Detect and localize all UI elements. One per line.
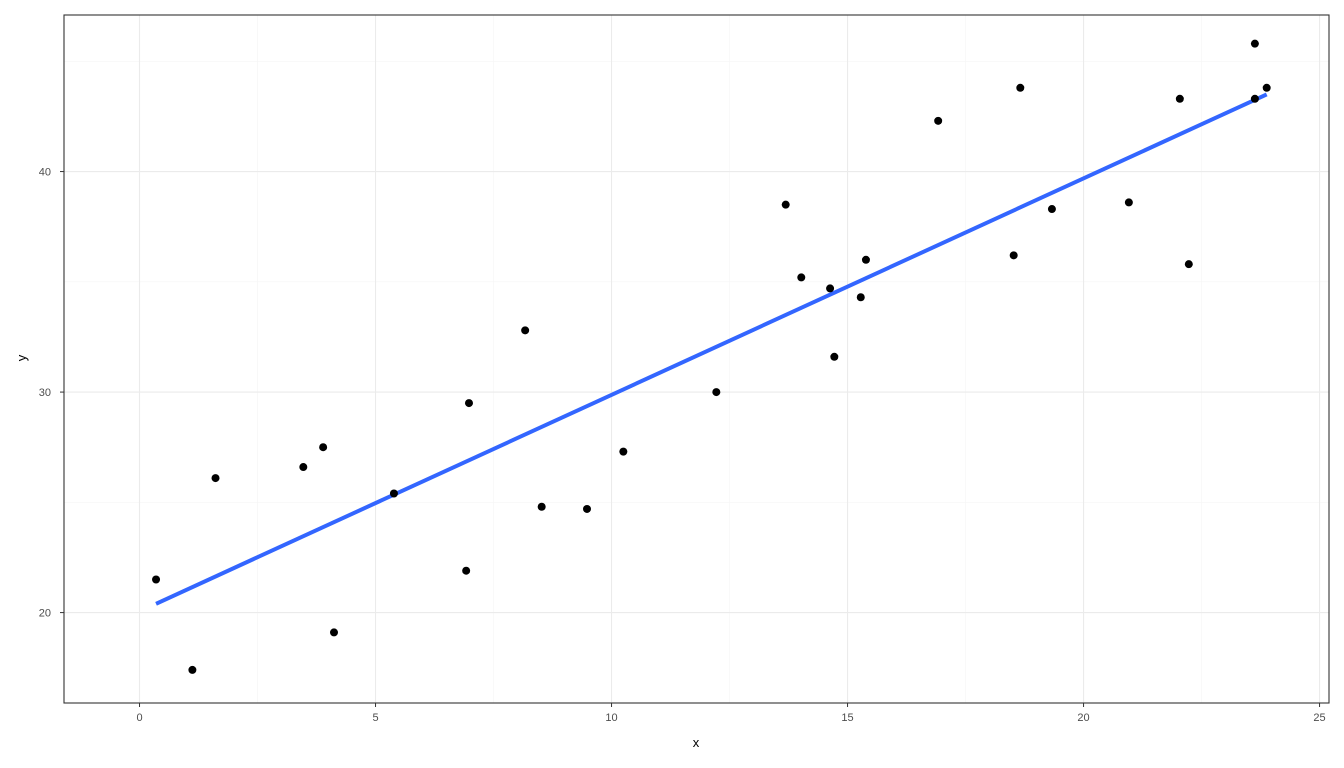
x-tick-label: 25 xyxy=(1313,712,1325,724)
data-point xyxy=(856,293,865,302)
data-point xyxy=(797,273,806,282)
y-tick-label: 40 xyxy=(39,167,51,179)
data-point xyxy=(861,255,870,264)
data-point xyxy=(1250,94,1259,103)
regression-line xyxy=(155,92,1268,606)
data-point xyxy=(1047,205,1056,214)
x-tick-label: 10 xyxy=(605,712,617,724)
data-point xyxy=(1262,83,1271,92)
data-point xyxy=(537,502,546,511)
y-axis-ticks: 20 30 40 xyxy=(39,167,64,620)
data-point xyxy=(1016,83,1025,92)
regression-line-layer xyxy=(155,92,1268,606)
y-tick-label: 20 xyxy=(39,608,51,620)
x-tick-label: 0 xyxy=(136,712,142,724)
y-tick-label: 30 xyxy=(39,387,51,399)
data-point xyxy=(1124,198,1133,207)
data-point xyxy=(464,399,473,408)
data-point xyxy=(1184,260,1193,269)
data-points xyxy=(152,39,1271,674)
data-point xyxy=(1250,39,1259,48)
data-point xyxy=(1009,251,1018,260)
data-point xyxy=(582,504,591,513)
data-point xyxy=(319,443,328,452)
minor-grid xyxy=(64,15,1329,703)
data-point xyxy=(830,352,839,361)
data-point xyxy=(1175,94,1184,103)
data-point xyxy=(934,116,943,125)
data-point xyxy=(462,566,471,575)
data-point xyxy=(781,200,790,209)
x-tick-label: 5 xyxy=(372,712,378,724)
x-tick-label: 15 xyxy=(841,712,853,724)
data-point xyxy=(521,326,530,335)
x-axis-title: x xyxy=(693,735,700,750)
data-point xyxy=(211,474,220,483)
data-point xyxy=(152,575,161,584)
data-point xyxy=(826,284,835,293)
y-axis-title: y xyxy=(14,354,29,361)
major-grid xyxy=(64,15,1329,703)
data-point xyxy=(619,447,628,456)
x-tick-label: 20 xyxy=(1077,712,1089,724)
data-point xyxy=(299,463,308,472)
data-point xyxy=(188,665,197,674)
data-point xyxy=(712,388,721,397)
panel-border xyxy=(63,14,1330,704)
data-point xyxy=(389,489,398,498)
data-point xyxy=(329,628,338,637)
x-axis-ticks: 0 5 10 15 20 25 xyxy=(136,703,1326,724)
